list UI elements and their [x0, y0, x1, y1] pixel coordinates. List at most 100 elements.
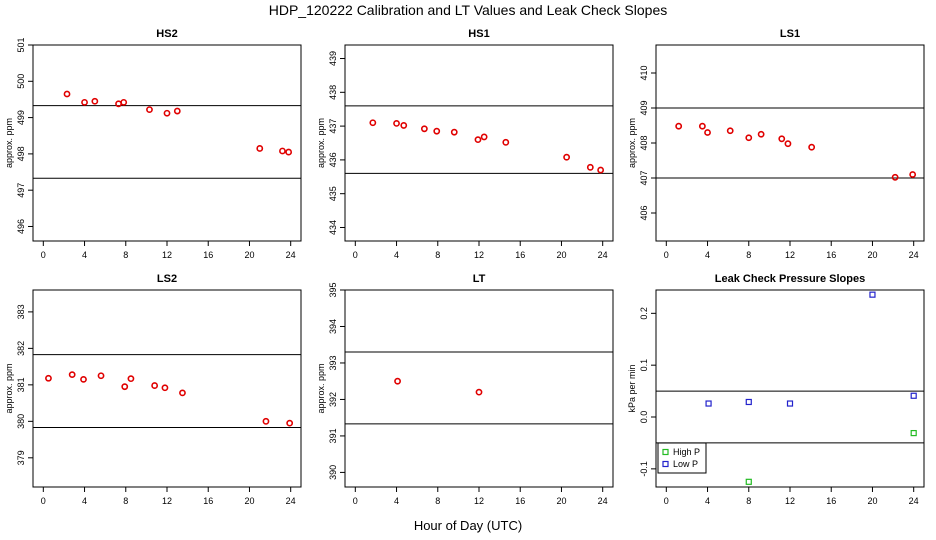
data-point	[393, 120, 400, 127]
data-point	[909, 171, 917, 178]
data-point	[597, 166, 605, 174]
x-tick-label: 24	[909, 250, 919, 260]
x-tick-label: 8	[435, 496, 440, 506]
panel-title: HS2	[156, 28, 177, 40]
data-point	[394, 377, 401, 385]
data-point	[757, 130, 765, 138]
legend-box	[657, 442, 707, 474]
x-tick-label: 4	[394, 496, 399, 506]
x-tick-label: 12	[785, 496, 795, 506]
y-tick-label: 500	[16, 74, 26, 89]
y-tick-label: 437	[328, 119, 338, 134]
x-tick-label: 24	[286, 496, 296, 506]
x-tick-label: 8	[746, 496, 751, 506]
y-axis-label: kPa per min	[627, 364, 637, 412]
x-tick-label: 4	[82, 250, 87, 260]
x-tick-label: 20	[244, 250, 254, 260]
data-point	[910, 429, 917, 437]
panel-title: HS1	[468, 28, 489, 40]
data-point	[778, 135, 786, 143]
data-point	[146, 106, 153, 114]
data-point	[480, 133, 488, 141]
x-tick-label: 4	[82, 496, 87, 506]
y-tick-label: 0.0	[639, 411, 649, 424]
panel-ls2: LS2 0 4 8 12 16 20 24 379 380 381 382 383 approx. ppm	[4, 273, 302, 506]
y-axis-label: approx. ppm	[627, 118, 637, 168]
x-tick-label: 16	[515, 250, 525, 260]
y-tick-label: 379	[16, 450, 26, 465]
data-point	[256, 145, 264, 152]
data-point	[120, 98, 128, 106]
data-point	[127, 375, 135, 383]
legend-marker	[662, 448, 669, 456]
x-tick-label: 12	[474, 496, 484, 506]
figure-title: HDP_120222 Calibration and LT Values and…	[268, 2, 668, 18]
panel-title: LT	[473, 273, 486, 285]
data-point	[745, 134, 753, 142]
y-tick-label: 390	[328, 465, 338, 480]
plot-frame	[344, 44, 614, 242]
legend-label: High P	[673, 447, 700, 457]
panel-hs2: HS2 0 4 8 12 16 20 24 496 497 498 499 500 501 approx. …	[4, 28, 302, 260]
x-tick-label: 0	[353, 496, 358, 506]
y-axis-label: approx. ppm	[4, 118, 14, 168]
x-tick-label: 20	[867, 496, 877, 506]
data-point	[784, 140, 792, 148]
data-point	[121, 383, 129, 391]
data-point	[262, 417, 270, 425]
x-tick-label: 24	[598, 496, 608, 506]
x-tick-label: 4	[705, 250, 710, 260]
data-point	[173, 107, 181, 115]
x-tick-label: 16	[515, 496, 525, 506]
y-tick-label: 406	[639, 205, 649, 220]
y-tick-label: 498	[16, 146, 26, 161]
data-point	[786, 400, 794, 407]
y-tick-label: 497	[16, 183, 26, 198]
data-point	[285, 148, 293, 156]
data-point	[502, 138, 510, 146]
panel-title: LS1	[780, 28, 800, 40]
y-tick-label: 391	[328, 428, 338, 443]
data-point	[45, 374, 52, 382]
y-tick-label: 380	[16, 414, 26, 429]
x-tick-label: 4	[394, 250, 399, 260]
x-tick-label: 8	[746, 250, 751, 260]
data-point	[450, 128, 458, 136]
y-tick-label: 407	[639, 170, 649, 185]
data-point	[286, 419, 294, 427]
x-tick-label: 24	[909, 496, 919, 506]
x-tick-label: 16	[826, 496, 836, 506]
data-point	[369, 119, 377, 127]
data-point	[81, 98, 88, 106]
panel-title: LS2	[157, 273, 177, 285]
y-axis-label: approx. ppm	[4, 363, 14, 413]
panel-lt: LT 0 4 8 12 16 20 24 390 391 392 393 394 395 approx. p…	[316, 273, 614, 506]
data-point	[161, 384, 169, 392]
plot-frame	[344, 289, 614, 488]
x-tick-label: 24	[598, 250, 608, 260]
data-point	[179, 389, 186, 397]
data-point	[869, 291, 876, 298]
data-point	[163, 109, 171, 117]
x-axis-caption: Hour of Day (UTC)	[413, 518, 523, 533]
data-point	[420, 125, 428, 133]
data-point	[745, 398, 752, 406]
y-tick-label: 439	[328, 51, 338, 66]
x-tick-label: 12	[162, 496, 172, 506]
y-tick-label: 0.1	[639, 359, 649, 372]
y-tick-label: 393	[328, 355, 338, 370]
data-point	[474, 136, 482, 144]
x-tick-label: 8	[435, 250, 440, 260]
x-tick-label: 8	[123, 250, 128, 260]
y-tick-label: 395	[328, 282, 338, 297]
y-tick-label: 381	[16, 377, 26, 392]
data-point	[705, 400, 712, 407]
y-tick-label: 408	[639, 135, 649, 150]
data-point	[68, 371, 76, 379]
x-tick-label: 0	[41, 496, 46, 506]
data-point	[726, 127, 734, 135]
y-axis-label: approx. ppm	[316, 363, 326, 413]
y-tick-label: 392	[328, 392, 338, 407]
data-point	[910, 392, 917, 399]
